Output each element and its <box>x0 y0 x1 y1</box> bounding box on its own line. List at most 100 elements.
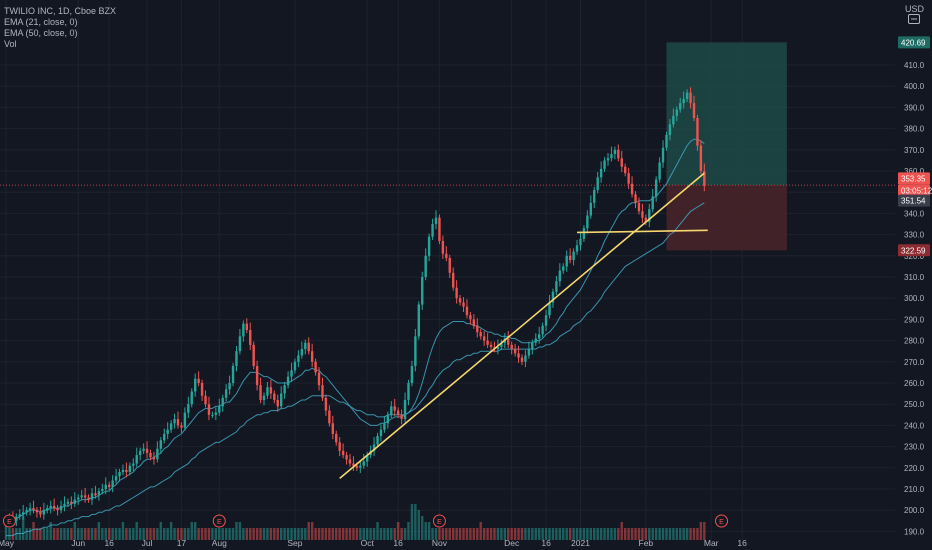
volume-bar <box>335 528 338 540</box>
volume-bar <box>114 528 118 540</box>
candle-body <box>176 419 180 426</box>
price-tick-label: 260.0 <box>904 379 925 388</box>
time-axis[interactable]: May Jun 16 Jul 17 Aug Sep Oct 16 Nov Dec 16 2021 Feb M… <box>0 538 747 548</box>
candle-body <box>445 253 448 258</box>
candle-body <box>520 357 524 362</box>
candle-body <box>269 387 273 394</box>
candle-body <box>465 306 469 316</box>
candle-body <box>39 512 42 515</box>
volume-bar <box>493 528 496 540</box>
volume-bar <box>145 528 149 540</box>
volume-bar <box>111 528 114 540</box>
candle-body <box>211 414 214 416</box>
candle-body <box>66 501 70 504</box>
ema-lines <box>6 138 705 537</box>
volume-bar <box>658 528 661 540</box>
candle-body <box>376 436 379 445</box>
candle-body <box>255 366 259 386</box>
candle-body <box>121 469 125 473</box>
candle-body <box>235 351 238 367</box>
candle-body <box>431 224 434 237</box>
time-tick-label: Oct <box>361 538 375 548</box>
candle-body <box>558 270 562 282</box>
candle-body <box>572 251 575 261</box>
candle-body <box>544 315 548 326</box>
volume-bar <box>70 528 73 540</box>
candle-body <box>97 491 101 496</box>
candle-body <box>372 444 376 451</box>
candle-body <box>396 410 400 415</box>
candle-body <box>486 340 489 345</box>
volume-bar <box>703 522 706 540</box>
candle-body <box>159 440 162 449</box>
trend-drawings[interactable] <box>339 172 708 480</box>
ema-price-tag <box>898 194 930 207</box>
candle-body <box>300 349 304 356</box>
candle-body <box>630 183 634 195</box>
candle-body <box>379 429 383 436</box>
candle-body <box>613 149 617 155</box>
candle-body <box>46 508 49 511</box>
candle-body <box>620 158 623 167</box>
candle-body <box>565 255 568 267</box>
volume-bar <box>551 528 555 540</box>
volume-bar <box>482 528 486 540</box>
candle-body <box>70 501 73 504</box>
candle-body <box>22 512 25 515</box>
volume-bar <box>575 528 579 540</box>
candle-body <box>142 448 145 451</box>
price-tick-label: 290.0 <box>904 315 925 324</box>
volume-bar <box>128 528 132 540</box>
volume-bar <box>63 528 66 540</box>
ema-price-tag-text: 351.54 <box>901 197 926 206</box>
candle-body <box>513 349 517 354</box>
candle-body <box>624 166 627 174</box>
candle-body <box>524 355 527 362</box>
earnings-marker-letter: E <box>7 519 12 526</box>
volume-bar <box>135 522 138 540</box>
target-price-tag <box>898 36 930 49</box>
candle-body <box>345 455 348 460</box>
candle-body <box>331 423 334 434</box>
time-tick-label: 16 <box>541 538 551 548</box>
volume-bar <box>424 522 427 540</box>
candle-body <box>128 465 132 473</box>
volume-bar <box>317 528 321 540</box>
volume-bar <box>314 528 317 540</box>
price-tick-label: 330.0 <box>904 231 925 240</box>
candle-body <box>414 336 417 367</box>
candle-body <box>582 228 586 239</box>
price-axis[interactable]: 190.0 200.0 210.0 220.0 230.0 240.0 250.0 260.0… <box>895 0 932 550</box>
candle-body <box>654 179 658 197</box>
volume-bar <box>462 528 465 540</box>
volume-bar <box>224 528 228 540</box>
candle-body <box>25 510 28 513</box>
volume-bar <box>517 528 520 540</box>
candle-body <box>42 510 46 515</box>
price-tick-label: 280.0 <box>904 337 925 346</box>
settings-icon[interactable] <box>908 14 920 24</box>
volume-label[interactable]: Vol <box>4 39 17 49</box>
volume-bar <box>538 528 541 540</box>
currency-label[interactable]: USD <box>904 4 924 14</box>
ema21-label[interactable]: EMA (21, close, 0) <box>4 17 78 27</box>
candle-body <box>393 406 396 411</box>
volume-bar <box>262 528 266 540</box>
candle-body <box>541 325 544 335</box>
volume-bar <box>376 522 379 540</box>
volume-bar <box>486 528 489 540</box>
ema50-label[interactable]: EMA (50, close, 0) <box>4 28 78 38</box>
candle-body <box>138 450 142 456</box>
volume-bar <box>221 528 224 540</box>
countdown-tag <box>898 184 930 197</box>
volume-bar <box>431 528 434 540</box>
candle-body <box>218 406 221 413</box>
symbol-title[interactable]: TWILIO INC, 1D, Cboe BZX <box>4 6 117 16</box>
volume-bar <box>372 528 376 540</box>
candle-body <box>417 304 420 337</box>
volume-bar <box>648 528 651 540</box>
volume-bar <box>49 522 52 540</box>
volume-bar <box>527 528 531 540</box>
volume-bar <box>228 528 231 540</box>
